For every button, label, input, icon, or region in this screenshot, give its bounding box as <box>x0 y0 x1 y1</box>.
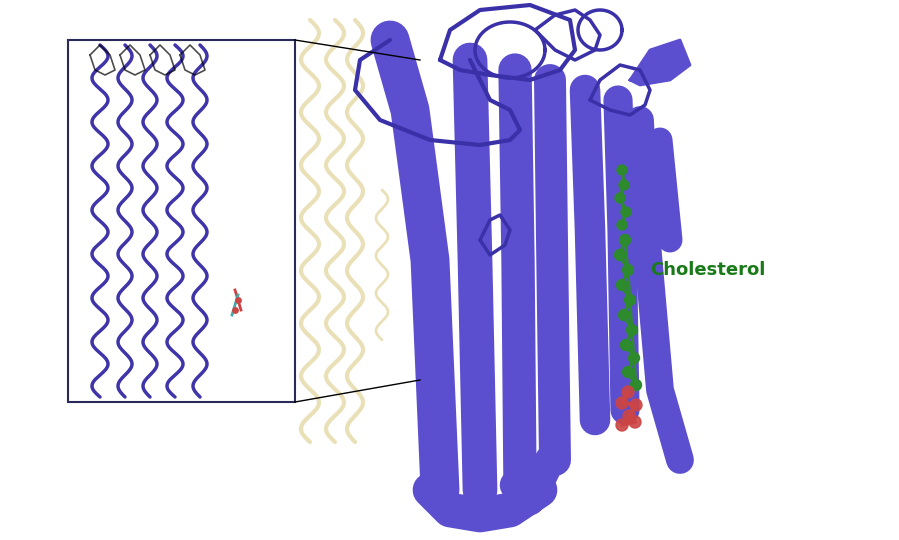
Point <box>231 296 245 305</box>
Text: Cholesterol: Cholesterol <box>650 261 765 279</box>
Circle shape <box>622 265 634 275</box>
Circle shape <box>615 249 626 260</box>
Circle shape <box>617 165 627 175</box>
Bar <box>68 40 295 402</box>
Polygon shape <box>630 40 690 85</box>
Circle shape <box>616 419 628 431</box>
Circle shape <box>619 309 629 321</box>
Circle shape <box>622 386 634 398</box>
Circle shape <box>628 353 639 363</box>
Circle shape <box>621 207 631 217</box>
Circle shape <box>625 294 636 306</box>
Circle shape <box>630 380 642 390</box>
Circle shape <box>615 193 625 203</box>
Circle shape <box>623 410 635 422</box>
Circle shape <box>619 234 630 246</box>
Circle shape <box>629 416 641 428</box>
Circle shape <box>616 397 628 409</box>
Circle shape <box>630 399 642 411</box>
Circle shape <box>620 340 631 350</box>
Point <box>227 306 242 314</box>
Circle shape <box>622 367 634 377</box>
Circle shape <box>617 280 628 291</box>
Circle shape <box>627 325 637 335</box>
Circle shape <box>617 220 627 230</box>
Circle shape <box>619 180 629 190</box>
